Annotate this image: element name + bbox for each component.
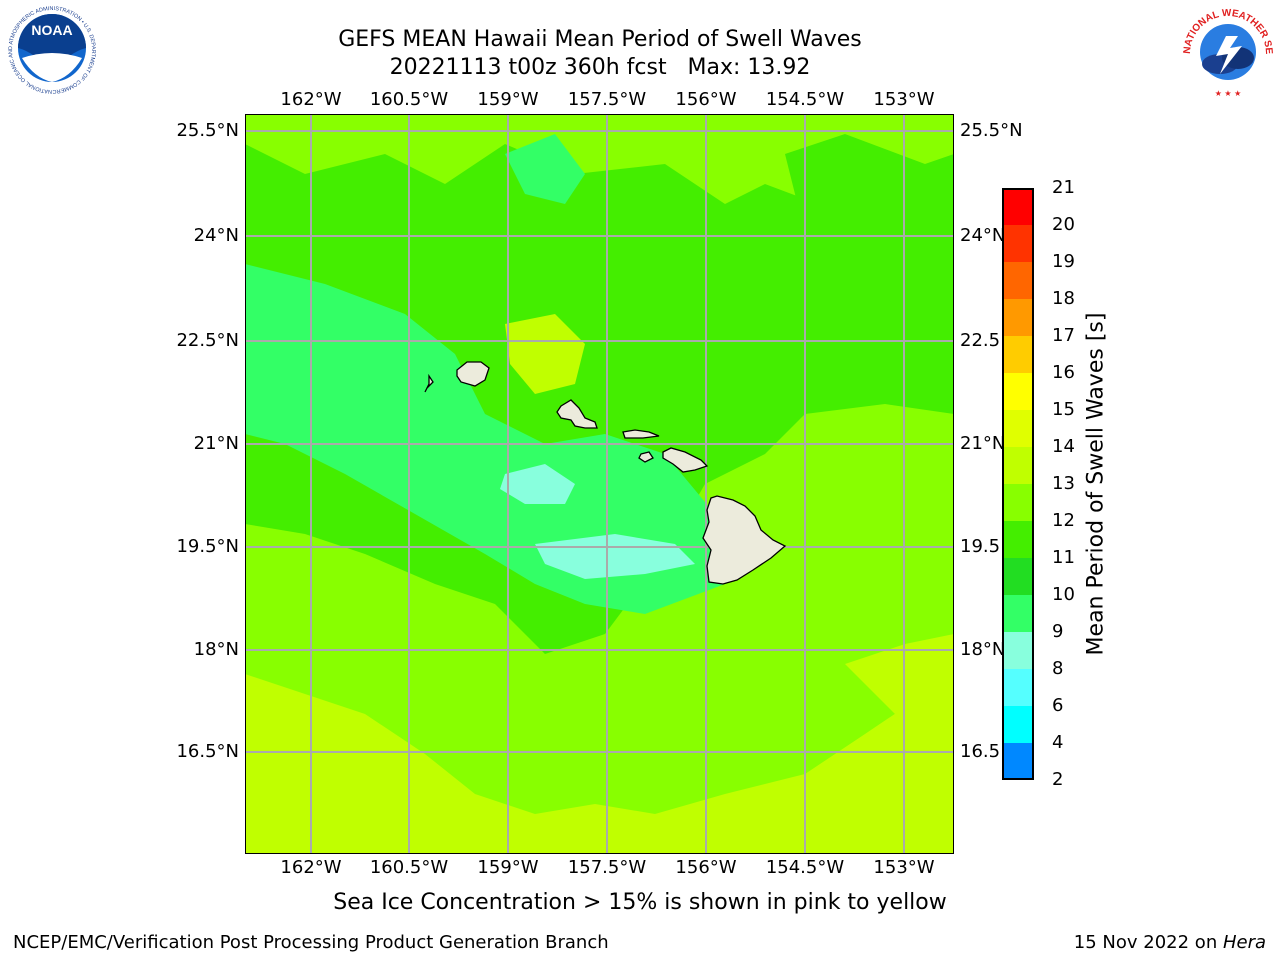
lon-label-top: 156°W bbox=[675, 89, 737, 110]
colorbar-band bbox=[1002, 447, 1034, 485]
map-panel bbox=[245, 114, 954, 854]
island-oahu bbox=[556, 399, 598, 429]
lon-label-top: 159°W bbox=[477, 89, 539, 110]
colorbar-band bbox=[1002, 188, 1034, 226]
lon-label-top: 160.5°W bbox=[369, 89, 449, 110]
lat-label-left: 18°N bbox=[193, 639, 239, 660]
colorbar-tick-label: 15 bbox=[1052, 399, 1075, 420]
colorbar-tick-label: 14 bbox=[1052, 436, 1075, 457]
lon-label-bottom: 162°W bbox=[280, 857, 342, 878]
colorbar-tick-label: 20 bbox=[1052, 214, 1075, 235]
lat-label-right: 19.5 bbox=[960, 536, 1001, 557]
colorbar-band bbox=[1002, 595, 1034, 633]
colorbar bbox=[1002, 188, 1034, 780]
lon-label-bottom: 157.5°W bbox=[567, 857, 647, 878]
island-hawaii bbox=[702, 495, 787, 585]
lat-label-right: 16.5 bbox=[960, 741, 1001, 762]
colorbar-band bbox=[1002, 299, 1034, 337]
chart-subtitle: 20221113 t00z 360h fcst Max: 13.92 bbox=[389, 55, 811, 80]
colorbar-tick-label: 4 bbox=[1052, 732, 1064, 753]
colorbar-band bbox=[1002, 225, 1034, 263]
lat-label-left: 22.5°N bbox=[176, 330, 239, 351]
island-niihau bbox=[424, 373, 434, 393]
colorbar-band bbox=[1002, 410, 1034, 448]
lon-label-bottom: 156°W bbox=[675, 857, 737, 878]
swell-zone-10s bbox=[245, 264, 765, 614]
island-lanai bbox=[638, 451, 654, 463]
lat-label-right: 25.5°N bbox=[960, 120, 1023, 141]
lon-label-top: 157.5°W bbox=[567, 89, 647, 110]
colorbar-tick-label: 13 bbox=[1052, 473, 1075, 494]
colorbar-tick-label: 8 bbox=[1052, 658, 1064, 679]
colorbar-band bbox=[1002, 521, 1034, 559]
colorbar-tick-label: 21 bbox=[1052, 177, 1075, 198]
colorbar-tick-label: 11 bbox=[1052, 547, 1075, 568]
noaa-logo: NOAA NATIONAL OCEANIC AND ATMOSPHERIC AD… bbox=[0, 0, 104, 100]
swell-zone-9s bbox=[500, 464, 575, 504]
colorbar-tick-label: 9 bbox=[1052, 621, 1064, 642]
colorbar-tick-label: 6 bbox=[1052, 695, 1064, 716]
island-kauai bbox=[456, 361, 490, 387]
map-graticule bbox=[245, 114, 954, 854]
colorbar-tick-label: 2 bbox=[1052, 769, 1064, 790]
lon-label-bottom: 154.5°W bbox=[765, 857, 845, 878]
colorbar-tick-label: 18 bbox=[1052, 288, 1075, 309]
colorbar-band bbox=[1002, 558, 1034, 596]
lon-label-bottom: 160.5°W bbox=[369, 857, 449, 878]
colorbar-tick-label: 16 bbox=[1052, 362, 1075, 383]
colorbar-band bbox=[1002, 669, 1034, 707]
lat-label-left: 16.5°N bbox=[176, 741, 239, 762]
swell-zone-13s bbox=[505, 314, 585, 394]
lat-label-right: 24°N bbox=[960, 225, 1006, 246]
hawaiian-islands bbox=[424, 361, 787, 585]
sea-ice-note: Sea Ice Concentration > 15% is shown in … bbox=[333, 890, 947, 915]
colorbar-band bbox=[1002, 632, 1034, 670]
svg-text:★ ★ ★: ★ ★ ★ bbox=[1215, 89, 1242, 98]
footer-credit: NCEP/EMC/Verification Post Processing Pr… bbox=[13, 932, 609, 953]
lat-label-left: 25.5°N bbox=[176, 120, 239, 141]
lon-label-top: 162°W bbox=[280, 89, 342, 110]
colorbar-band bbox=[1002, 373, 1034, 411]
colorbar-tick-label: 10 bbox=[1052, 584, 1075, 605]
colorbar-band bbox=[1002, 484, 1034, 522]
nws-logo: NATIONAL WEATHER SERVICE ★ ★ ★ bbox=[1172, 0, 1280, 100]
colorbar-tick-label: 17 bbox=[1052, 325, 1075, 346]
lon-label-top: 154.5°W bbox=[765, 89, 845, 110]
colorbar-bands bbox=[1002, 188, 1034, 780]
island-molokai bbox=[622, 429, 660, 439]
colorbar-band bbox=[1002, 336, 1034, 374]
colorbar-band bbox=[1002, 262, 1034, 300]
lat-label-right: 22.5 bbox=[960, 330, 1001, 351]
lat-label-left: 24°N bbox=[193, 225, 239, 246]
colorbar-band bbox=[1002, 706, 1034, 744]
lat-label-right: 18°N bbox=[960, 639, 1006, 660]
lat-label-right: 21°N bbox=[960, 433, 1006, 454]
footer-date-text: 15 Nov 2022 on bbox=[1073, 932, 1223, 953]
chart-title: GEFS MEAN Hawaii Mean Period of Swell Wa… bbox=[338, 27, 862, 52]
noaa-logo-text: NOAA bbox=[31, 22, 72, 38]
footer-date: 15 Nov 2022 on Hera bbox=[1074, 932, 1266, 953]
colorbar-band bbox=[1002, 743, 1034, 780]
lon-label-bottom: 153°W bbox=[873, 857, 935, 878]
island-maui bbox=[662, 447, 709, 473]
swell-zone-11s bbox=[245, 144, 954, 654]
lon-label-bottom: 159°W bbox=[477, 857, 539, 878]
lat-label-left: 21°N bbox=[193, 433, 239, 454]
lat-label-left: 19.5°N bbox=[176, 536, 239, 557]
colorbar-tick-label: 19 bbox=[1052, 251, 1075, 272]
lon-label-top: 153°W bbox=[873, 89, 935, 110]
colorbar-tick-label: 12 bbox=[1052, 510, 1075, 531]
footer-machine: Hera bbox=[1222, 932, 1266, 953]
